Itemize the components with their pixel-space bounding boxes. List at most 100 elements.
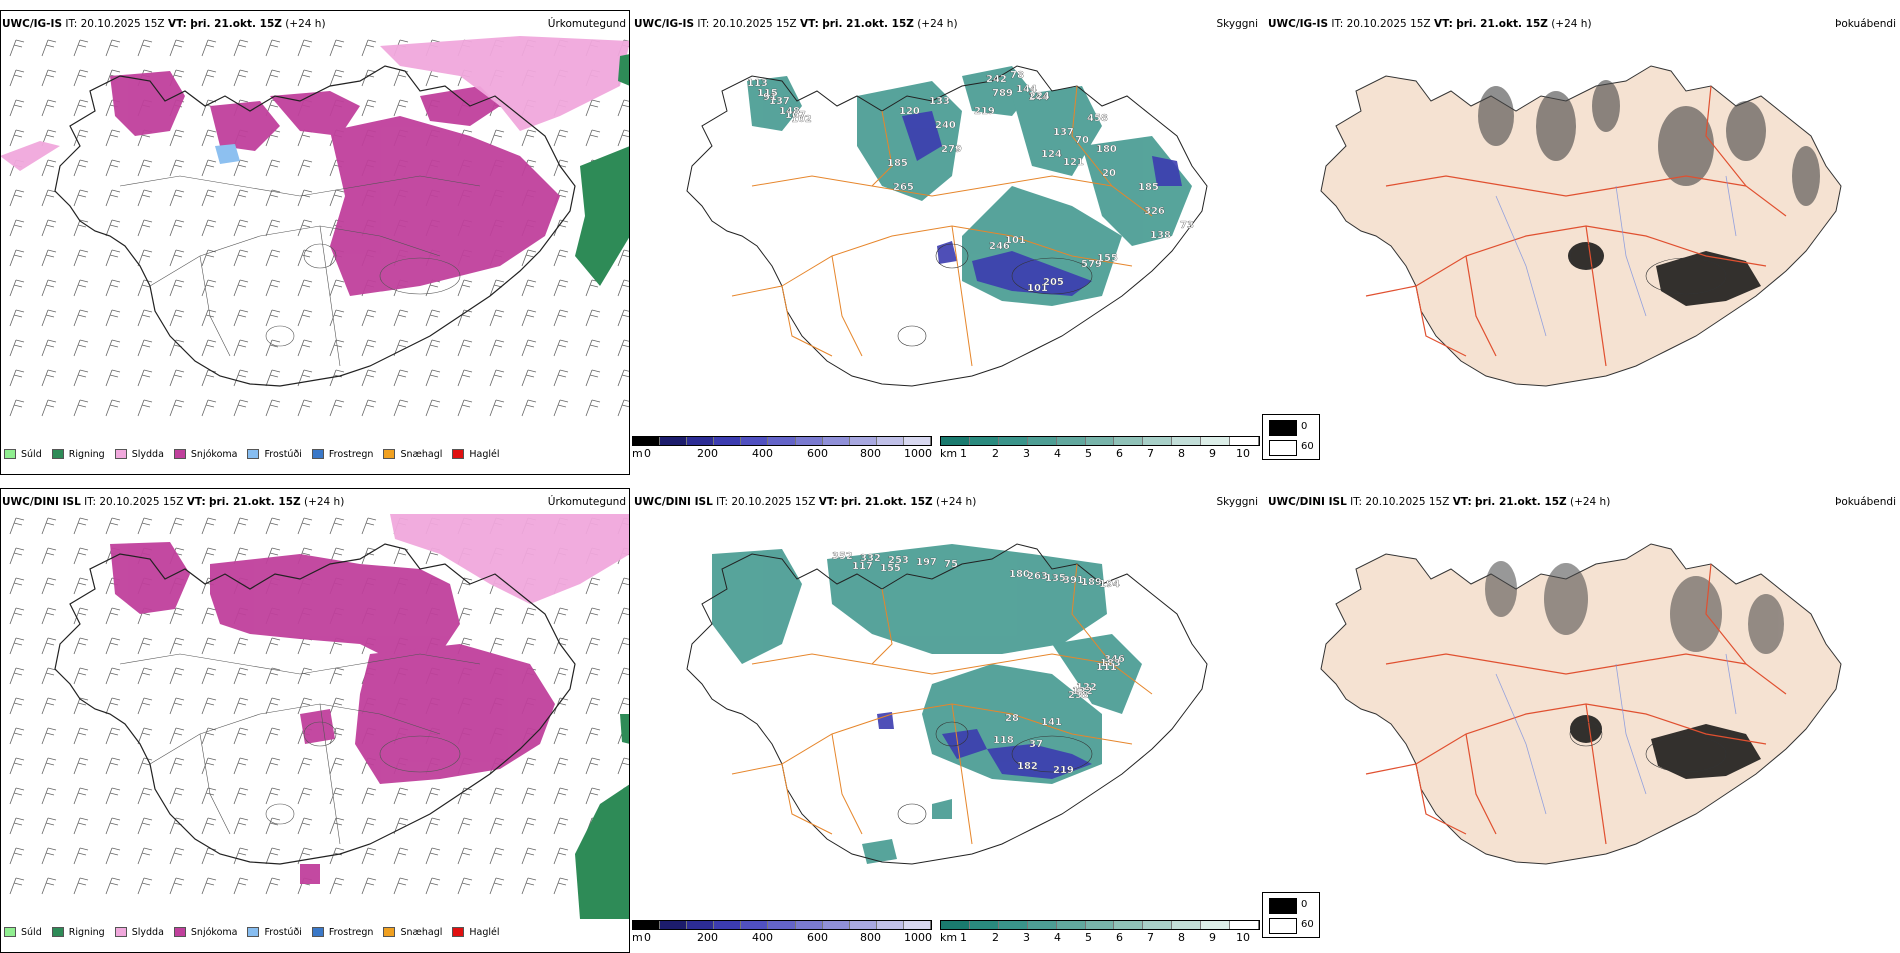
ceiling-label: 37 — [1029, 739, 1043, 750]
colorbar-step — [1027, 921, 1057, 929]
colorbar-step — [941, 437, 970, 445]
ceiling-label: 101 — [1005, 235, 1026, 246]
panel-title: UWC/IG-IS IT: 20.10.2025 15Z VT: þri. 21… — [1268, 18, 1592, 30]
panel-title: UWC/IG-IS IT: 20.10.2025 15Z VT: þri. 21… — [2, 18, 326, 30]
colorbar-step — [876, 437, 904, 445]
legend-item: Snjókoma — [173, 449, 237, 460]
legend-swatch — [247, 927, 260, 937]
legend-item: Haglél — [452, 449, 500, 460]
colorbar-step — [633, 437, 661, 445]
fog-label-60: 60 — [1301, 441, 1314, 452]
ceiling-label: 121 — [1063, 157, 1084, 168]
ceiling-label: 194 — [1099, 579, 1120, 590]
fog-legend-top: 0 60 — [1262, 414, 1320, 460]
legend-item: Slydda — [114, 927, 164, 938]
legend-swatch — [383, 449, 396, 459]
colorbar-step — [849, 437, 877, 445]
colorbar-step — [741, 437, 769, 445]
fog-panel-bottom: UWC/DINI ISL IT: 20.10.2025 15Z VT: þri.… — [1266, 488, 1896, 953]
colorbar-step — [1085, 437, 1115, 445]
ceiling-label: 118 — [993, 735, 1014, 746]
panel-frame — [0, 10, 630, 475]
ceiling-label: 185 — [887, 158, 908, 169]
legend-item: Haglél — [452, 927, 500, 938]
colorbar-step — [1143, 921, 1173, 929]
ceiling-label: 113 — [747, 78, 768, 89]
visibility-tick: 2 — [992, 447, 999, 460]
ceiling-label: 219 — [974, 106, 995, 117]
ceiling-label: 78 — [1010, 70, 1024, 81]
ceiling-label: 346 — [1104, 654, 1125, 665]
colorbar-step — [687, 437, 715, 445]
fog-map — [1266, 514, 1896, 919]
ceiling-label: 242 — [986, 74, 1007, 85]
ceiling-tick: 400 — [752, 931, 773, 944]
colorbar-step — [876, 921, 904, 929]
ceiling-tick: 800 — [860, 931, 881, 944]
colorbar-step — [1143, 437, 1173, 445]
ceiling-labels: 352 180 122 219 332 263 346 141 253 135 122 37 197 39… — [832, 551, 1125, 776]
ceiling-label: 332 — [860, 553, 881, 564]
legend-item: Snæhagl — [383, 927, 442, 938]
colorbar-step — [1056, 437, 1086, 445]
visibility-bar — [940, 436, 1260, 446]
ceiling-label: 107 — [785, 110, 806, 121]
visibility-tick: 5 — [1085, 931, 1092, 944]
ceiling-bar — [632, 436, 932, 446]
ceiling-label: 155 — [1097, 253, 1118, 264]
colorbar-step — [795, 921, 823, 929]
visibility-bar — [940, 920, 1260, 930]
legend-item: Snjókoma — [173, 927, 237, 938]
ceiling-label: 138 — [1150, 230, 1171, 241]
legend-item: Rigning — [51, 927, 105, 938]
visibility-tick: 8 — [1178, 931, 1185, 944]
colorbar-step — [660, 921, 688, 929]
field-name: Þokuábendi — [1835, 18, 1896, 30]
visibility-tick: 10 — [1236, 447, 1250, 460]
precip-panel-top: UWC/IG-IS IT: 20.10.2025 15Z VT: þri. 21… — [0, 10, 630, 475]
ceiling-colorbar: m 0 200 400 600 800 1000 — [632, 920, 932, 948]
field-name: Þokuábendi — [1835, 496, 1896, 508]
legend-item: Snæhagl — [383, 449, 442, 460]
visibility-tick: 10 — [1236, 931, 1250, 944]
visibility-tick: 6 — [1116, 447, 1123, 460]
precip-panel-bottom: UWC/DINI ISL IT: 20.10.2025 15Z VT: þri.… — [0, 488, 630, 953]
colorbar-step — [1172, 921, 1202, 929]
colorbar-step — [1085, 921, 1115, 929]
fog-label-0: 0 — [1301, 421, 1308, 432]
legend-swatch — [383, 927, 396, 937]
visibility-tick: 9 — [1209, 931, 1216, 944]
visibility-tick: 9 — [1209, 447, 1216, 460]
ceiling-label: 122 — [1072, 686, 1093, 697]
legend-swatch — [114, 449, 127, 459]
ceiling-label: 20 — [1102, 168, 1116, 179]
legend-item: Rigning — [51, 449, 105, 460]
ceiling-label: 183 — [1100, 658, 1121, 669]
ceiling-label: 122 — [1076, 682, 1097, 693]
legend-swatch — [4, 449, 16, 459]
ceiling-unit: m — [632, 447, 643, 460]
panel-frame — [0, 488, 630, 953]
ceiling-tick: 200 — [697, 931, 718, 944]
ceiling-label: 263 — [1027, 571, 1048, 582]
fog-label-0: 0 — [1301, 899, 1308, 910]
visibility-unit: km — [940, 931, 958, 944]
ceiling-label: 115 — [757, 88, 778, 99]
colorbar-step — [1201, 437, 1231, 445]
colorbar-step — [633, 921, 661, 929]
colorbar-step — [969, 921, 999, 929]
visibility-tick: 2 — [992, 931, 999, 944]
ceiling-label: 135 — [1045, 573, 1066, 584]
precip-map — [0, 36, 630, 417]
visibility-colorbar: km 1 2 3 4 5 6 7 8 9 10 — [940, 920, 1260, 948]
ceiling-bar — [632, 920, 932, 930]
ceiling-label: 180 — [1096, 144, 1117, 155]
ceiling-label: 101 — [1027, 283, 1048, 294]
ceiling-label: 205 — [1043, 277, 1064, 288]
visibility-colorbar: km 1 2 3 4 5 6 7 8 9 10 — [940, 436, 1260, 464]
ceiling-label: 144 — [1016, 84, 1037, 95]
colorbar-step — [768, 437, 796, 445]
ceiling-label: 238 — [1068, 690, 1089, 701]
legend-swatch — [114, 927, 127, 937]
ceiling-label: 148 — [779, 106, 800, 117]
